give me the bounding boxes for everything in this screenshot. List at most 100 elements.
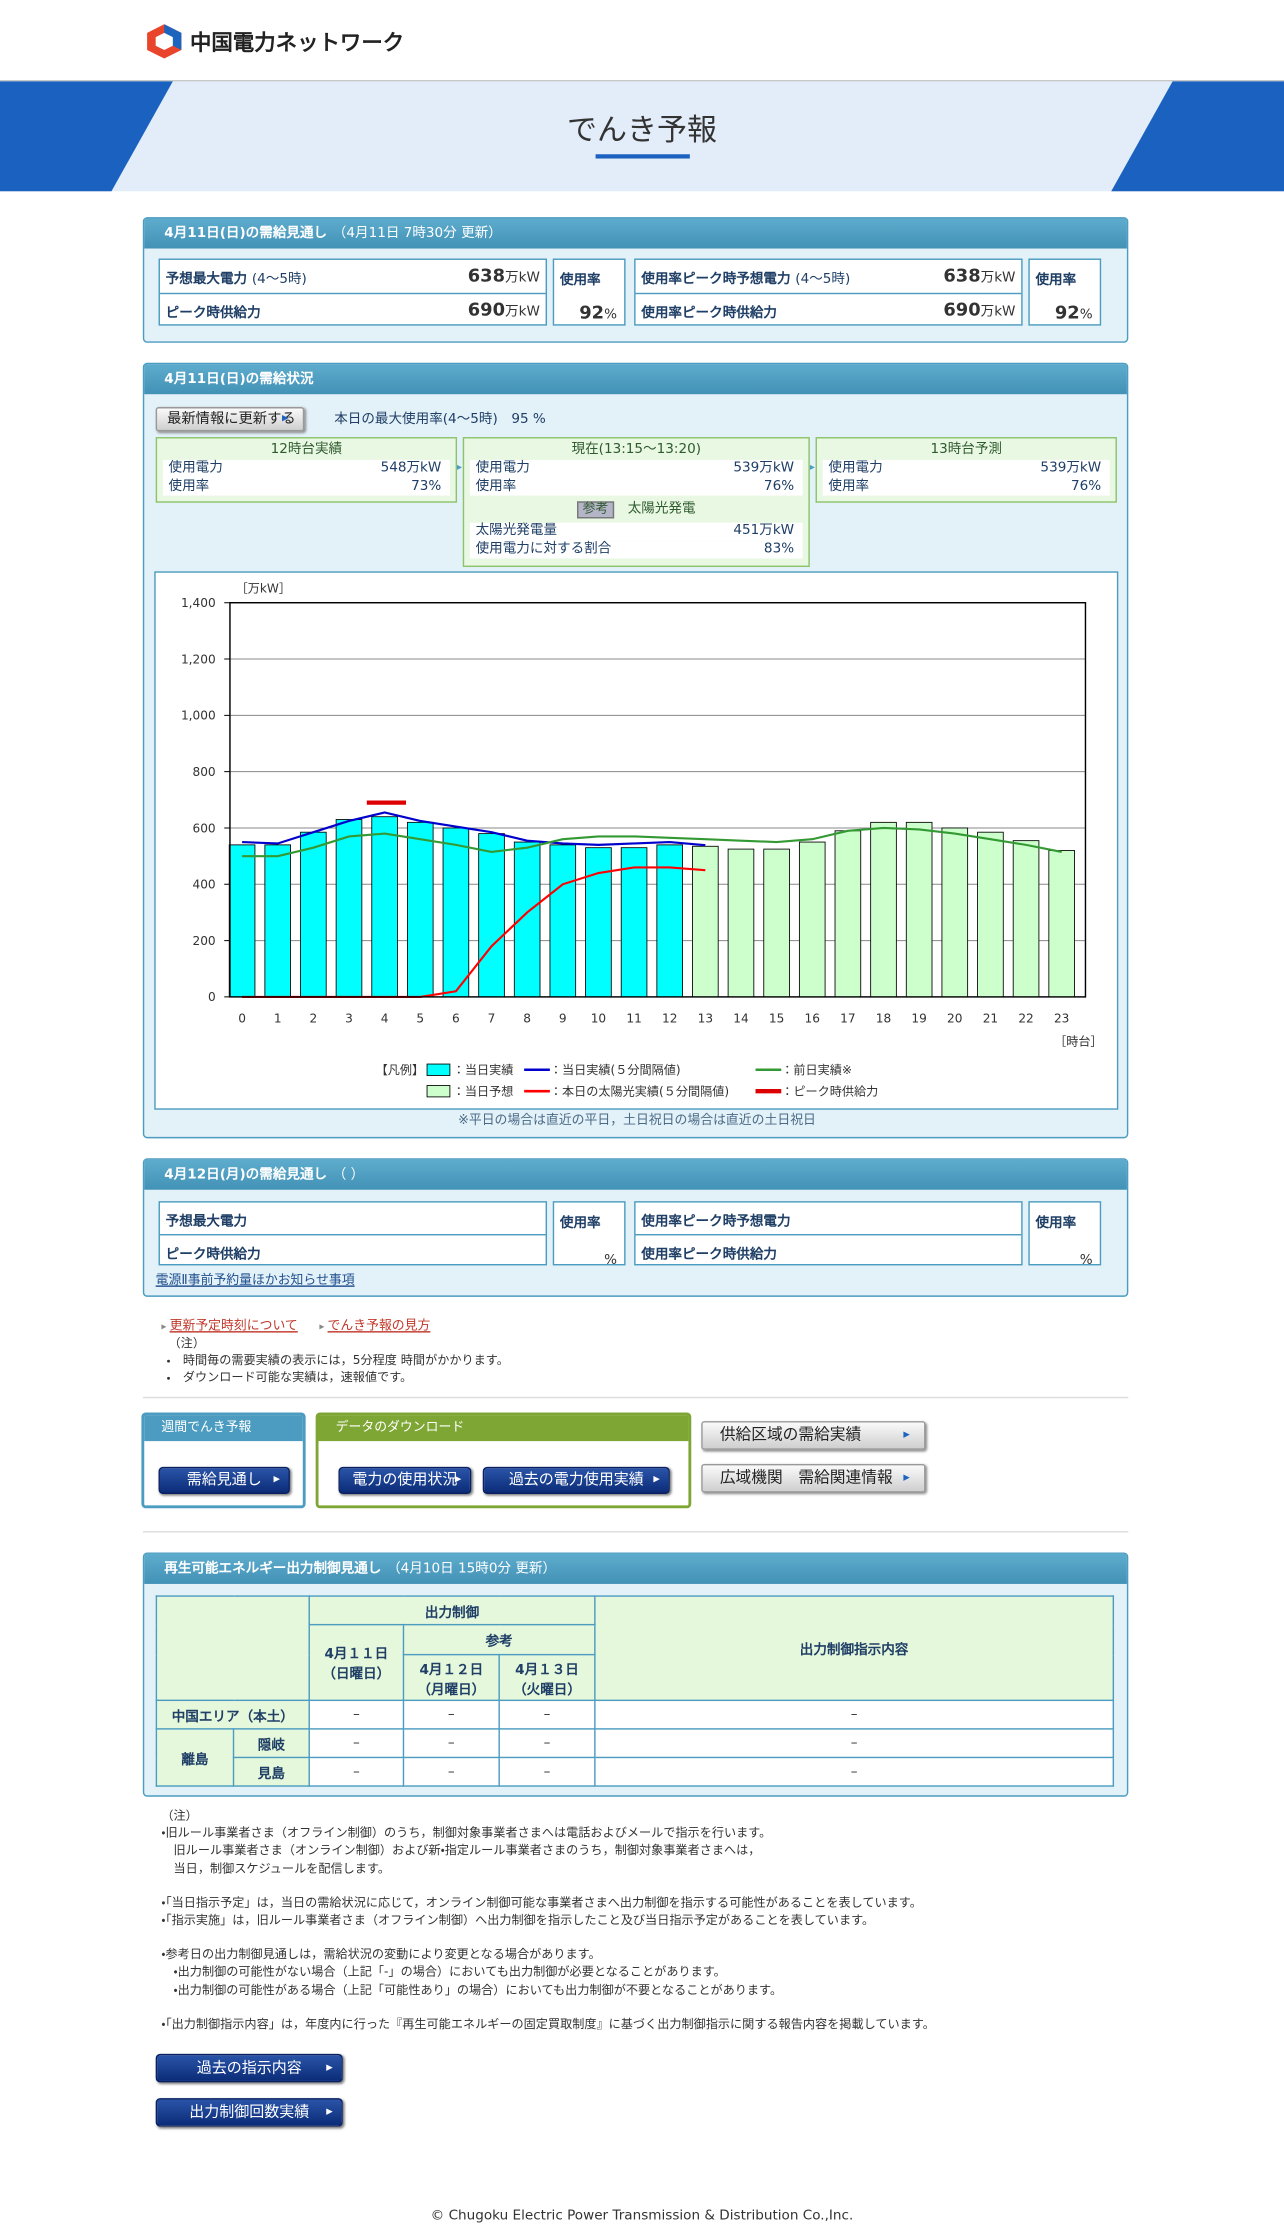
th: 4月１１日 （日曜日） [308, 1623, 405, 1702]
renewable-button[interactable]: 出力制御回数実績 [155, 2098, 343, 2127]
side-button[interactable]: 供給区域の需給実績 [701, 1421, 926, 1450]
nav-button[interactable]: 過去の電力使用実績 [482, 1466, 670, 1494]
header-row: 4月１２日 （月曜日） 4月１３日 （火曜日） [156, 1653, 1113, 1702]
arrow: ▸ [809, 461, 815, 473]
section-title: 4月12日(月)の需給見通し [164, 1166, 328, 1183]
row: 中国エリア（本土） – – – – [155, 1699, 1115, 1730]
link[interactable]: でんき予報の見方 [327, 1319, 431, 1334]
unit: % [1079, 1252, 1093, 1269]
label: 予想最大電力 [165, 1214, 248, 1230]
x-tick-label: 16 [805, 1012, 820, 1026]
label: 予想最大電力 (4〜5時) [166, 267, 307, 287]
section-header: 再生可能エネルギー出力制御見通し （4月10日 15時0分 更新） [144, 1553, 1127, 1584]
unit: % [604, 1252, 618, 1269]
refresh-button[interactable]: 最新情報に更新する [155, 407, 305, 432]
line [242, 826, 1062, 858]
usage-label: 使用率 [559, 1215, 601, 1232]
bar [941, 827, 969, 998]
x-tick-label: 8 [523, 1012, 531, 1026]
renewable: 再生可能エネルギー出力制御見通し （4月10日 15時0分 更新） 出力制御 出力制… [142, 1552, 1129, 1797]
x-tick-label: 14 [733, 1012, 749, 1026]
y-tick-label: 600 [193, 821, 216, 835]
box-row: 使用電力 548万kW [162, 459, 450, 478]
nav-button[interactable]: 電力の使用状況 [338, 1466, 472, 1494]
link[interactable]: 更新予定時刻について [169, 1319, 298, 1334]
legend-label: ：前日実績※ [781, 1062, 852, 1077]
y-tick-label: 0 [208, 990, 216, 1004]
note-line: ・出力制御の可能性がある場合（上記「可能性あり」の場合）においても出力制御が不要… [161, 1983, 783, 1998]
legend-label: ：本日の太陽光実績(５分間隔値) [550, 1083, 729, 1098]
x-tick-label: 18 [876, 1012, 891, 1026]
notes: （注） 時間毎の需要実績の表示には，5分程度 時間がかかります。ダウンロード可能… [169, 1335, 509, 1386]
bar [905, 821, 933, 998]
row-label: 使用率 [168, 477, 210, 494]
x-axis-label: ［時台］ [1054, 1033, 1103, 1048]
bar [585, 847, 612, 998]
box-title: 13時台予測 [930, 441, 1002, 458]
current-box: 現在(13:15〜13:20) 使用電力 539万kW 使用率 76% 参考 太陽光… [462, 437, 810, 568]
notice-link[interactable]: 電源Ⅱ事前予約量ほかお知らせ事項 [155, 1273, 355, 1289]
renewable-button[interactable]: 過去の指示内容 [155, 2053, 343, 2083]
x-tick-label: 4 [381, 1012, 389, 1026]
outlook-tomorrow: 4月12日(月)の需給見通し（ ） 予想最大電力 ピーク時供給力 使用率% 使用… [142, 1158, 1129, 1297]
corner [155, 1595, 310, 1702]
x-tick-label: 21 [983, 1012, 998, 1026]
period: (4〜5時) [795, 271, 851, 288]
bullet: ▸ [161, 1321, 170, 1333]
cell: – [594, 1728, 1115, 1759]
legend-label: ：当日予想 [453, 1083, 514, 1098]
row-label: 使用電力に対する割合 [475, 540, 612, 557]
unit: 万kW [505, 269, 540, 286]
forecast-row: ピーク時供給力 690万kW [159, 292, 546, 327]
label-text: 予想最大電力 [165, 271, 248, 288]
forecast-box: 予想最大電力 (4〜5時) 638万kW ピーク時供給力 690万kW [158, 258, 548, 327]
bar [727, 848, 755, 998]
value: 638万kW [943, 264, 1015, 285]
note-line: ・出力制御の可能性がない場合（上記「-」の場合）においても出力制御が必要となるこ… [161, 1965, 726, 1981]
bar [478, 833, 505, 998]
section-header: 4月11日(日)の需給状況 [144, 364, 1127, 395]
arrow: ▸ [457, 461, 463, 473]
row-value: 548万kW [380, 459, 442, 476]
y-tick-label: 1,000 [181, 709, 216, 723]
cell: – [498, 1699, 596, 1730]
number: 638 [943, 264, 981, 286]
cell: – [308, 1699, 405, 1730]
label: 使用率ピーク時予想電力 (4〜5時) [641, 267, 850, 287]
note-paragraph: （注） ・旧ルール事業者さま（オフライン制御）のうち，制御対象事業者さまへは電話お… [161, 1808, 934, 1878]
bar [549, 844, 577, 998]
header-row: 4月１１日 （日曜日） 参考 [156, 1623, 1113, 1702]
group: 離島 [155, 1728, 235, 1787]
banner [0, 79, 1284, 192]
next-hour-box: 13時台予測 使用電力 539万kW 使用率 76% [815, 437, 1117, 503]
cell: – [594, 1756, 1115, 1787]
x-tick-label: 6 [452, 1012, 460, 1026]
note-line: （注） [161, 1809, 198, 1824]
bar [798, 841, 826, 998]
x-tick-label: 20 [947, 1012, 962, 1026]
value: 690万kW [943, 299, 1015, 320]
bar [228, 844, 256, 998]
bar [1012, 840, 1040, 998]
number: 92 [1054, 301, 1080, 323]
side-button[interactable]: 広域機関 需給関連情報 [701, 1463, 926, 1493]
renewable-notes: （注） ・旧ルール事業者さま（オフライン制御）のうち，制御対象事業者さまへは電話お… [161, 1808, 934, 2051]
ref-title: 太陽光発電 [627, 501, 696, 518]
x-tick-label: 2 [309, 1012, 317, 1026]
x-tick-label: 0 [238, 1012, 246, 1026]
unit: 万kW [505, 304, 540, 320]
renewable-table: 出力制御 出力制御指示内容 4月１１日 （日曜日） 参考 4月１２日 （月曜日） 4月… [155, 1595, 1115, 1787]
status-today: 4月11日(日)の需給状況 最新情報に更新する 本日の最大使用率(4〜5時) 9… [142, 362, 1129, 1139]
usage-value: 92% [579, 297, 617, 324]
bar [335, 819, 363, 998]
nav-button[interactable]: 需給見通し [158, 1466, 290, 1494]
row-value: 73% [411, 477, 442, 494]
bar [870, 821, 897, 998]
plot-frame [229, 602, 1087, 998]
area: 隠岐 [232, 1728, 310, 1759]
updated: （4月11日 7時30分 更新） [332, 225, 502, 242]
th: 4月１２日 （月曜日） [402, 1653, 500, 1702]
page-title: でんき予報 [567, 112, 717, 148]
section-title: 再生可能エネルギー出力制御見通し [164, 1561, 382, 1577]
weekly-panel: 週間でんき予報 需給見通し [141, 1412, 306, 1509]
